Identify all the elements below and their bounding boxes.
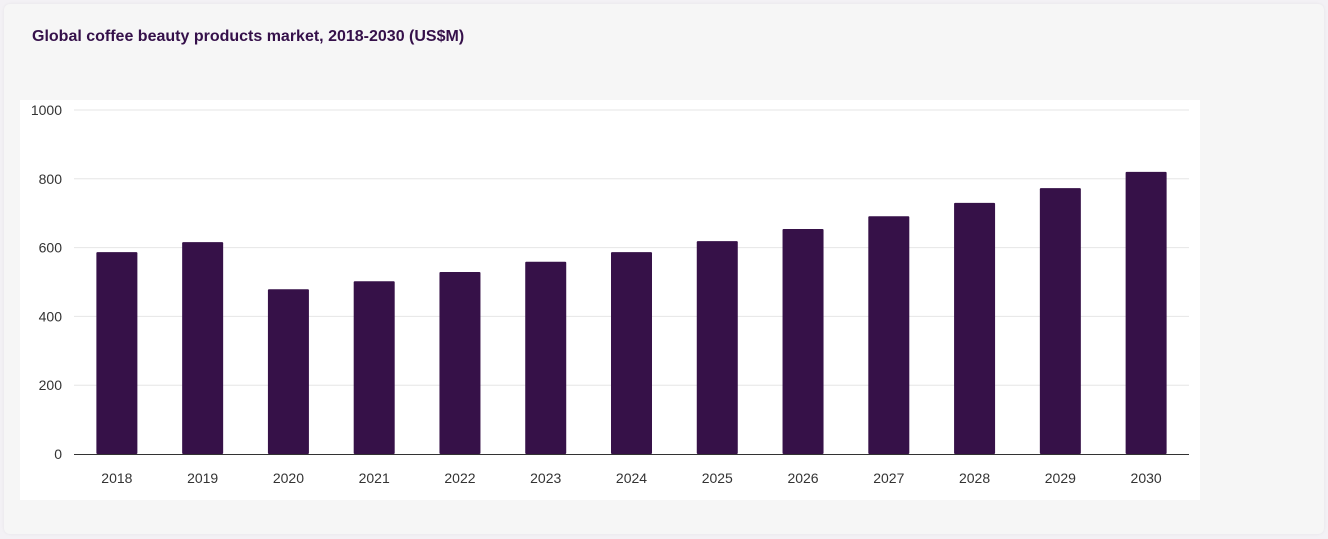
- y-tick-label: 600: [39, 240, 63, 256]
- x-tick-label: 2019: [187, 470, 218, 486]
- x-tick-label: 2028: [959, 470, 990, 486]
- bar-2024: [611, 252, 652, 454]
- x-tick-label: 2022: [444, 470, 475, 486]
- x-tick-label: 2023: [530, 470, 561, 486]
- bar-2023: [525, 261, 567, 454]
- y-tick-label: 1000: [31, 102, 62, 118]
- y-tick-labels: 0 200 400 600 800 1000: [31, 102, 62, 462]
- bar-2028: [954, 202, 996, 454]
- x-tick-label: 2030: [1131, 470, 1162, 486]
- chart-title: Global coffee beauty products market, 20…: [32, 28, 465, 45]
- bar-2029: [1039, 188, 1081, 454]
- y-tick-label: 400: [39, 308, 63, 324]
- x-tick-label: 2020: [273, 470, 304, 486]
- x-tick-label: 2021: [359, 470, 390, 486]
- bar-2021: [353, 281, 395, 454]
- bar-2025: [696, 241, 738, 454]
- bar-2019: [182, 242, 224, 454]
- x-tick-labels: 2018 2019 2020 2021 2022 2023 2024 2025 2026 2027…: [101, 470, 1162, 486]
- bar-2030: [1125, 171, 1167, 455]
- y-tick-label: 800: [39, 171, 63, 187]
- y-tick-label: 200: [39, 377, 63, 393]
- x-tick-label: 2024: [616, 470, 647, 486]
- x-tick-label: 2026: [787, 470, 818, 486]
- bar-2018: [96, 252, 138, 454]
- bar-2020: [267, 289, 309, 454]
- x-tick-label: 2029: [1045, 470, 1076, 486]
- bar-2027: [868, 216, 910, 454]
- x-tick-label: 2027: [873, 470, 904, 486]
- plot-area: 0 200 400 600 800 1000 2018 2019 2020 2021 2022 20…: [20, 100, 1200, 500]
- bars: [96, 171, 1167, 455]
- x-tick-label: 2025: [702, 470, 733, 486]
- x-tick-label: 2018: [101, 470, 132, 486]
- bar-2026: [782, 229, 824, 454]
- bar-2022: [439, 272, 481, 454]
- y-tick-label: 0: [54, 446, 62, 462]
